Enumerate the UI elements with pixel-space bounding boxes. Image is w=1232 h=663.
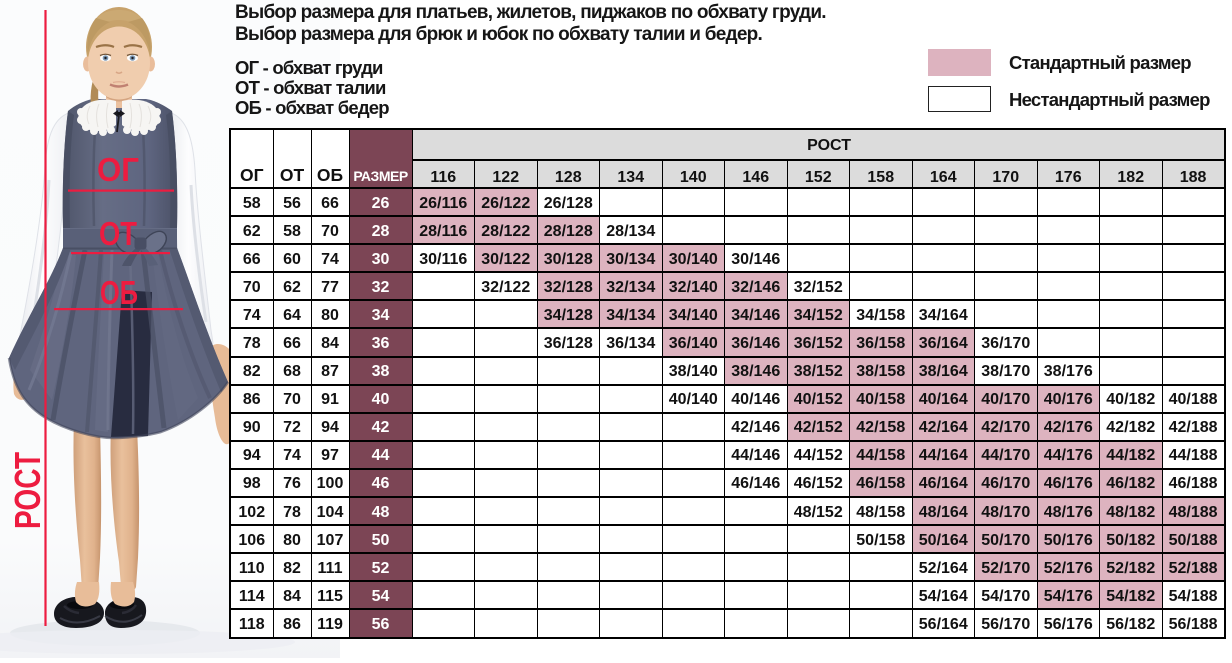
svg-text:ОТ: ОТ: [99, 215, 137, 252]
svg-text:ОБ: ОБ: [100, 274, 138, 311]
svg-text:РОСТ: РОСТ: [7, 452, 48, 529]
svg-text:ОГ: ОГ: [97, 151, 139, 188]
